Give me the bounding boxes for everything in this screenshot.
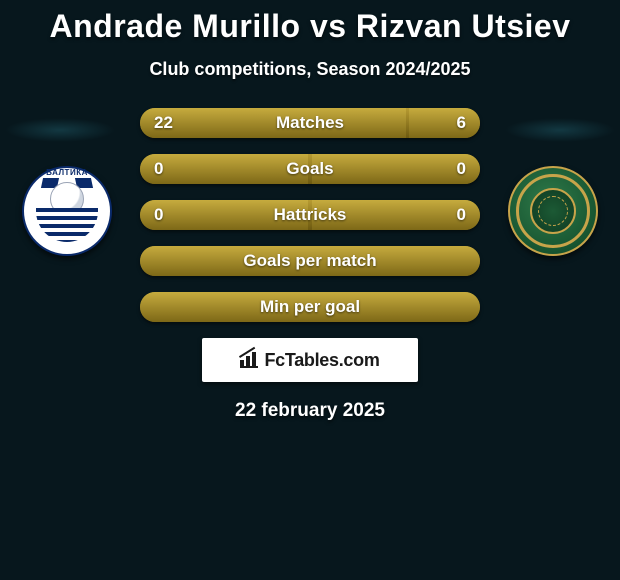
stat-label: Hattricks bbox=[140, 200, 480, 230]
stat-row: 00Goals bbox=[140, 154, 480, 184]
stat-label: Goals per match bbox=[140, 246, 480, 276]
stat-label: Matches bbox=[140, 108, 480, 138]
watermark-box: FcTables.com bbox=[202, 338, 418, 382]
stat-row: 226Matches bbox=[140, 108, 480, 138]
comparison-card: Andrade Murillo vs Rizvan Utsiev Club co… bbox=[0, 0, 620, 580]
club-logo-right bbox=[508, 166, 598, 256]
page-title: Andrade Murillo vs Rizvan Utsiev bbox=[0, 0, 620, 45]
stat-row: 00Hattricks bbox=[140, 200, 480, 230]
stat-row: Goals per match bbox=[140, 246, 480, 276]
content-area: БАЛТИКА 226Matches 00Goals 00Hattricks Goal… bbox=[0, 108, 620, 422]
watermark-text: FcTables.com bbox=[264, 350, 379, 371]
shadow-spot-right bbox=[505, 118, 615, 142]
stat-bars: 226Matches 00Goals 00Hattricks Goals per ma… bbox=[140, 108, 480, 322]
shadow-spot-left bbox=[5, 118, 115, 142]
stat-row: Min per goal bbox=[140, 292, 480, 322]
subtitle: Club competitions, Season 2024/2025 bbox=[0, 59, 620, 80]
stat-label: Min per goal bbox=[140, 292, 480, 322]
logo-emblem-icon bbox=[530, 188, 576, 234]
fctables-chart-icon bbox=[240, 352, 260, 368]
club-logo-left: БАЛТИКА bbox=[22, 166, 112, 256]
stat-label: Goals bbox=[140, 154, 480, 184]
comparison-date: 22 february 2025 bbox=[0, 400, 620, 422]
